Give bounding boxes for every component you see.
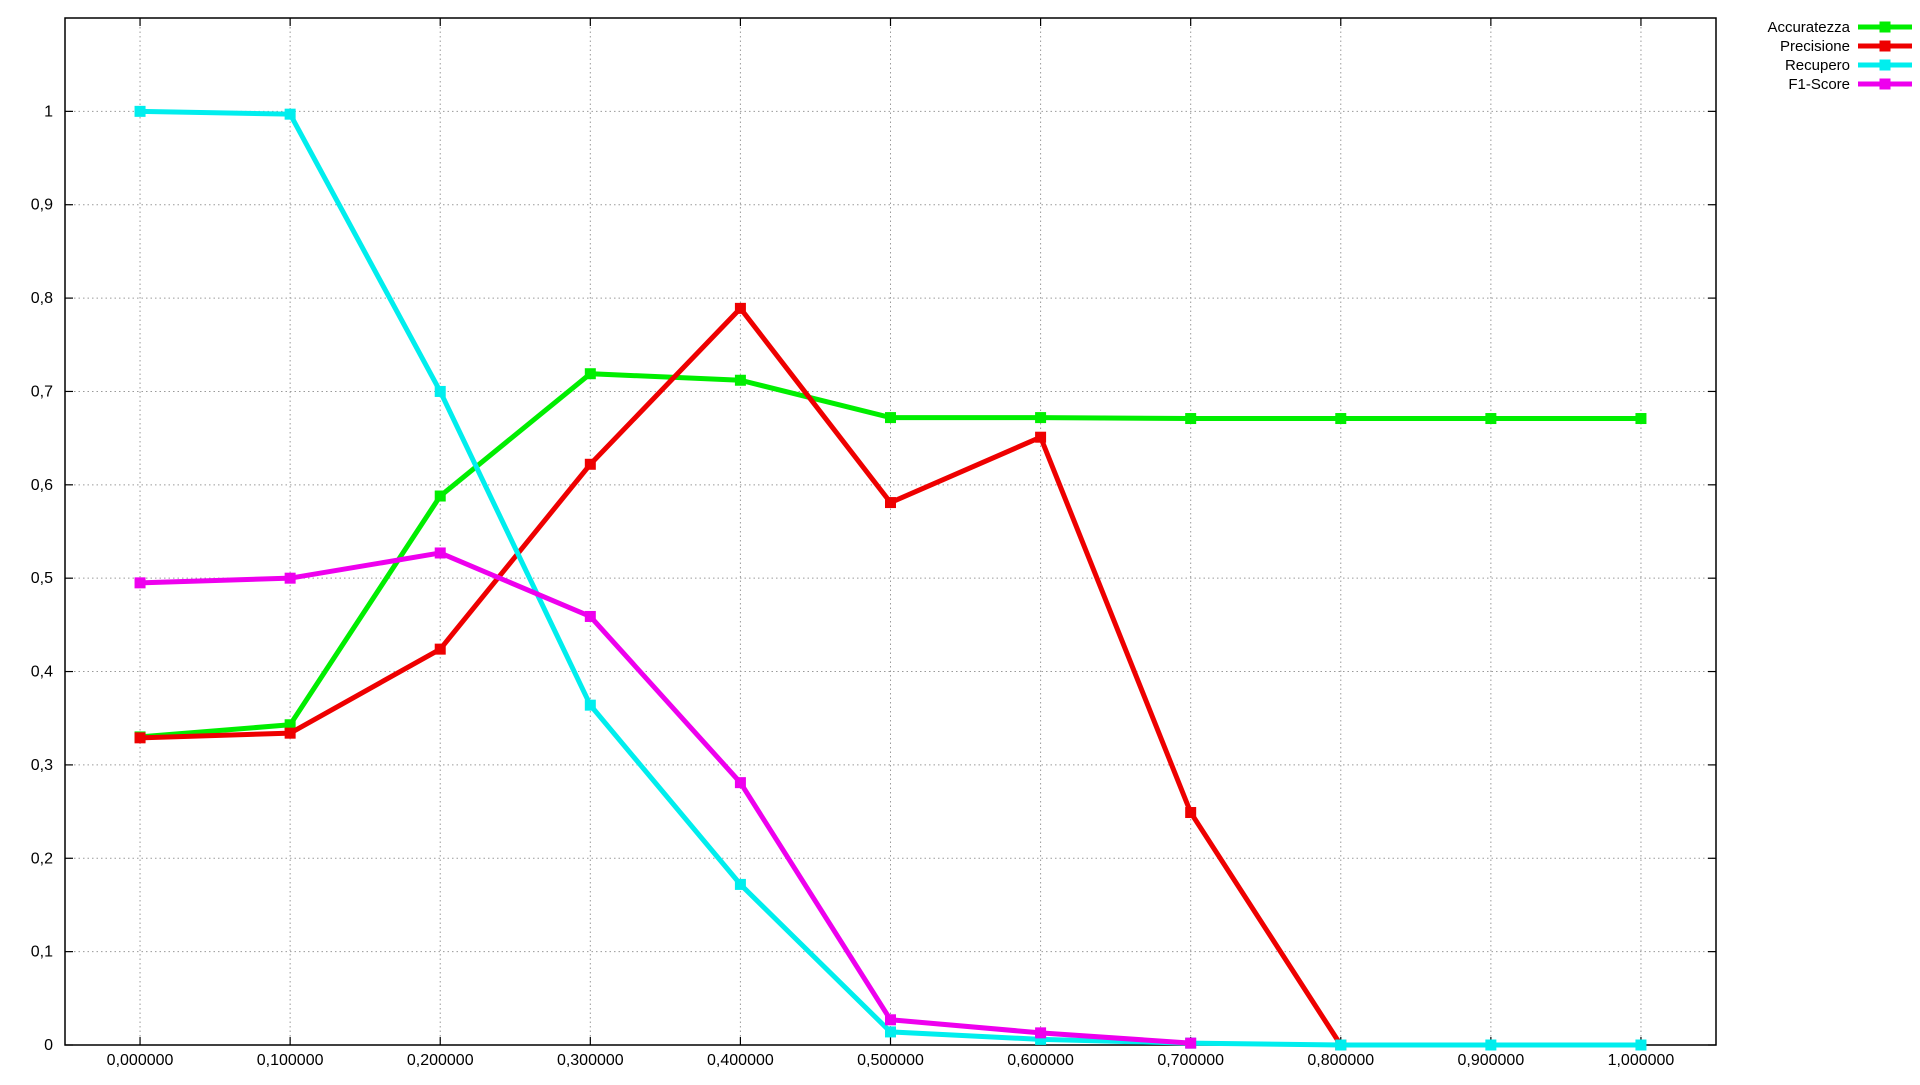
series-lines <box>134 105 1647 1051</box>
data-point-marker <box>1635 413 1647 425</box>
data-point-marker <box>134 732 146 744</box>
data-point-marker <box>1635 1039 1647 1051</box>
data-point-marker <box>1185 807 1197 819</box>
legend: Accuratezza Precisione Recupero F1-Score <box>1767 19 1912 93</box>
data-point-marker <box>584 368 596 380</box>
x-tick-label: 0,400000 <box>707 1052 774 1069</box>
data-point-marker <box>734 878 746 890</box>
y-tick-label: 0,1 <box>31 944 53 961</box>
data-point-marker <box>1485 1039 1497 1051</box>
y-tick-label: 0 <box>44 1037 53 1054</box>
legend-marker-swatch <box>1879 21 1891 33</box>
y-tick-label: 0,4 <box>31 664 53 681</box>
legend-item: F1-Score <box>1788 76 1912 93</box>
data-point-marker <box>134 577 146 589</box>
x-tick-label: 0,500000 <box>857 1052 924 1069</box>
data-point-marker <box>284 719 296 731</box>
grid-lines <box>65 18 1716 1046</box>
data-point-marker <box>434 643 446 655</box>
x-tick-label: 0,300000 <box>557 1052 624 1069</box>
x-tick-label: 0,200000 <box>407 1052 474 1069</box>
y-tick-label: 0,6 <box>31 477 53 494</box>
data-point-marker <box>1035 431 1047 443</box>
data-point-marker <box>885 412 896 424</box>
x-tick-label: 0,000000 <box>107 1052 174 1069</box>
legend-label: Accuratezza <box>1767 19 1850 36</box>
x-axis-tick-labels: 0,000000 0,100000 0,200000 0,300000 0,400000… <box>107 1052 1675 1069</box>
data-point-marker <box>284 727 296 739</box>
y-tick-label: 0,3 <box>31 757 53 774</box>
data-point-marker <box>885 1026 896 1038</box>
data-point-marker <box>584 458 596 470</box>
y-tick-label: 1 <box>44 103 53 120</box>
data-point-marker <box>584 699 596 711</box>
legend-marker-swatch <box>1879 78 1891 90</box>
x-tick-label: 0,700000 <box>1157 1052 1224 1069</box>
legend-marker-swatch <box>1879 59 1891 71</box>
data-point-marker <box>584 610 596 622</box>
data-point-marker <box>434 490 446 502</box>
series-line <box>139 550 1191 1046</box>
x-tick-label: 0,800000 <box>1307 1052 1374 1069</box>
legend-item: Precisione <box>1780 38 1912 55</box>
x-tick-label: 0,600000 <box>1007 1052 1074 1069</box>
legend-item: Accuratezza <box>1767 19 1912 36</box>
legend-label: F1-Score <box>1788 76 1850 93</box>
data-point-marker <box>1035 412 1047 424</box>
x-tick-label: 1,000000 <box>1608 1052 1675 1069</box>
y-tick-label: 0,9 <box>31 197 53 214</box>
data-point-marker <box>284 108 296 120</box>
x-tick-label: 0,900000 <box>1457 1052 1524 1069</box>
data-point-marker <box>284 572 296 584</box>
data-point-marker <box>1485 413 1497 425</box>
y-tick-label: 0,8 <box>31 290 53 307</box>
data-point-marker <box>885 497 896 509</box>
data-point-marker <box>1185 1037 1197 1049</box>
data-point-marker <box>134 105 146 117</box>
legend-label: Precisione <box>1780 38 1850 55</box>
data-point-marker <box>1335 1039 1347 1051</box>
y-tick-label: 0,5 <box>31 570 53 587</box>
data-point-marker <box>734 374 746 386</box>
x-tick-label: 0,100000 <box>257 1052 324 1069</box>
data-point-marker <box>1185 413 1197 425</box>
data-point-marker <box>434 547 446 559</box>
legend-label: Recupero <box>1785 57 1850 74</box>
series-f1-score <box>134 547 1197 1049</box>
data-point-marker <box>434 385 446 397</box>
data-point-marker <box>1035 1027 1047 1039</box>
y-tick-label: 0,7 <box>31 383 53 400</box>
data-point-marker <box>1035 1033 1047 1045</box>
data-point-marker <box>1335 413 1347 425</box>
data-point-marker <box>734 777 746 789</box>
data-point-marker <box>885 1014 896 1026</box>
legend-marker-swatch <box>1879 40 1891 52</box>
data-point-marker <box>734 302 746 314</box>
y-axis-tick-labels: 0 0,1 0,2 0,3 0,4 0,5 0,6 0,7 0,8 0,9 1 <box>31 103 53 1054</box>
legend-item: Recupero <box>1785 57 1912 74</box>
y-tick-label: 0,2 <box>31 850 53 867</box>
